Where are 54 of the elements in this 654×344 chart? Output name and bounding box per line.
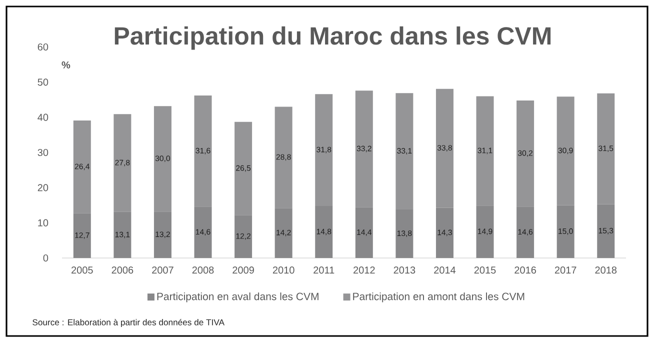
bar [274, 208, 292, 258]
bar [194, 96, 212, 207]
x-tick-label: 2014 [434, 266, 456, 274]
y-tick-label: 30 [38, 148, 48, 156]
bar [315, 206, 333, 258]
bar [396, 209, 414, 258]
legend-label: Participation en aval dans les CVM [157, 292, 318, 302]
bar [516, 206, 534, 258]
bar [396, 93, 414, 210]
bar [234, 215, 252, 258]
bar [154, 106, 172, 212]
x-tick-label: 2006 [112, 266, 134, 274]
bar [154, 212, 172, 258]
bar [315, 94, 333, 206]
bar [476, 96, 494, 206]
x-tick-label: 2013 [394, 266, 416, 274]
bar [436, 88, 454, 208]
y-tick-label: 0 [43, 254, 48, 262]
bar [476, 206, 494, 258]
bar [556, 205, 574, 258]
x-tick-label: 2008 [192, 266, 214, 274]
bar [436, 208, 454, 258]
source-note: Source : Elaboration à partir des données de TIVA [32, 318, 225, 328]
bar [114, 114, 132, 212]
bar [73, 120, 91, 214]
bar [597, 204, 615, 258]
bar [274, 106, 292, 208]
y-axis-title: % [62, 61, 70, 68]
bar [355, 90, 373, 208]
bar [516, 100, 534, 207]
x-tick-label: 2017 [554, 266, 576, 274]
x-tick-label: 2015 [474, 266, 496, 274]
chart-title: Participation du Maroc dans les CVM [114, 26, 551, 50]
y-tick-label: 60 [38, 43, 48, 51]
y-tick-label: 20 [38, 184, 48, 192]
y-tick-label: 10 [38, 219, 48, 226]
bar [234, 122, 252, 216]
x-tick-label: 2010 [272, 266, 294, 274]
x-tick-label: 2018 [595, 266, 617, 274]
x-tick-label: 2016 [514, 266, 536, 274]
legend-label: Participation en amont dans les CVM [353, 292, 524, 302]
x-tick-label: 2005 [72, 266, 93, 274]
bar [355, 207, 373, 258]
bar [597, 93, 615, 204]
bar [114, 212, 132, 258]
x-tick-label: 2007 [152, 266, 174, 274]
y-tick-label: 50 [38, 78, 48, 86]
x-tick-label: 2012 [354, 266, 375, 274]
bar [194, 206, 212, 258]
x-tick-label: 2011 [314, 266, 334, 274]
y-tick-label: 40 [38, 114, 48, 121]
bar [73, 213, 91, 258]
bar [556, 96, 574, 206]
x-tick-label: 2009 [232, 266, 254, 274]
